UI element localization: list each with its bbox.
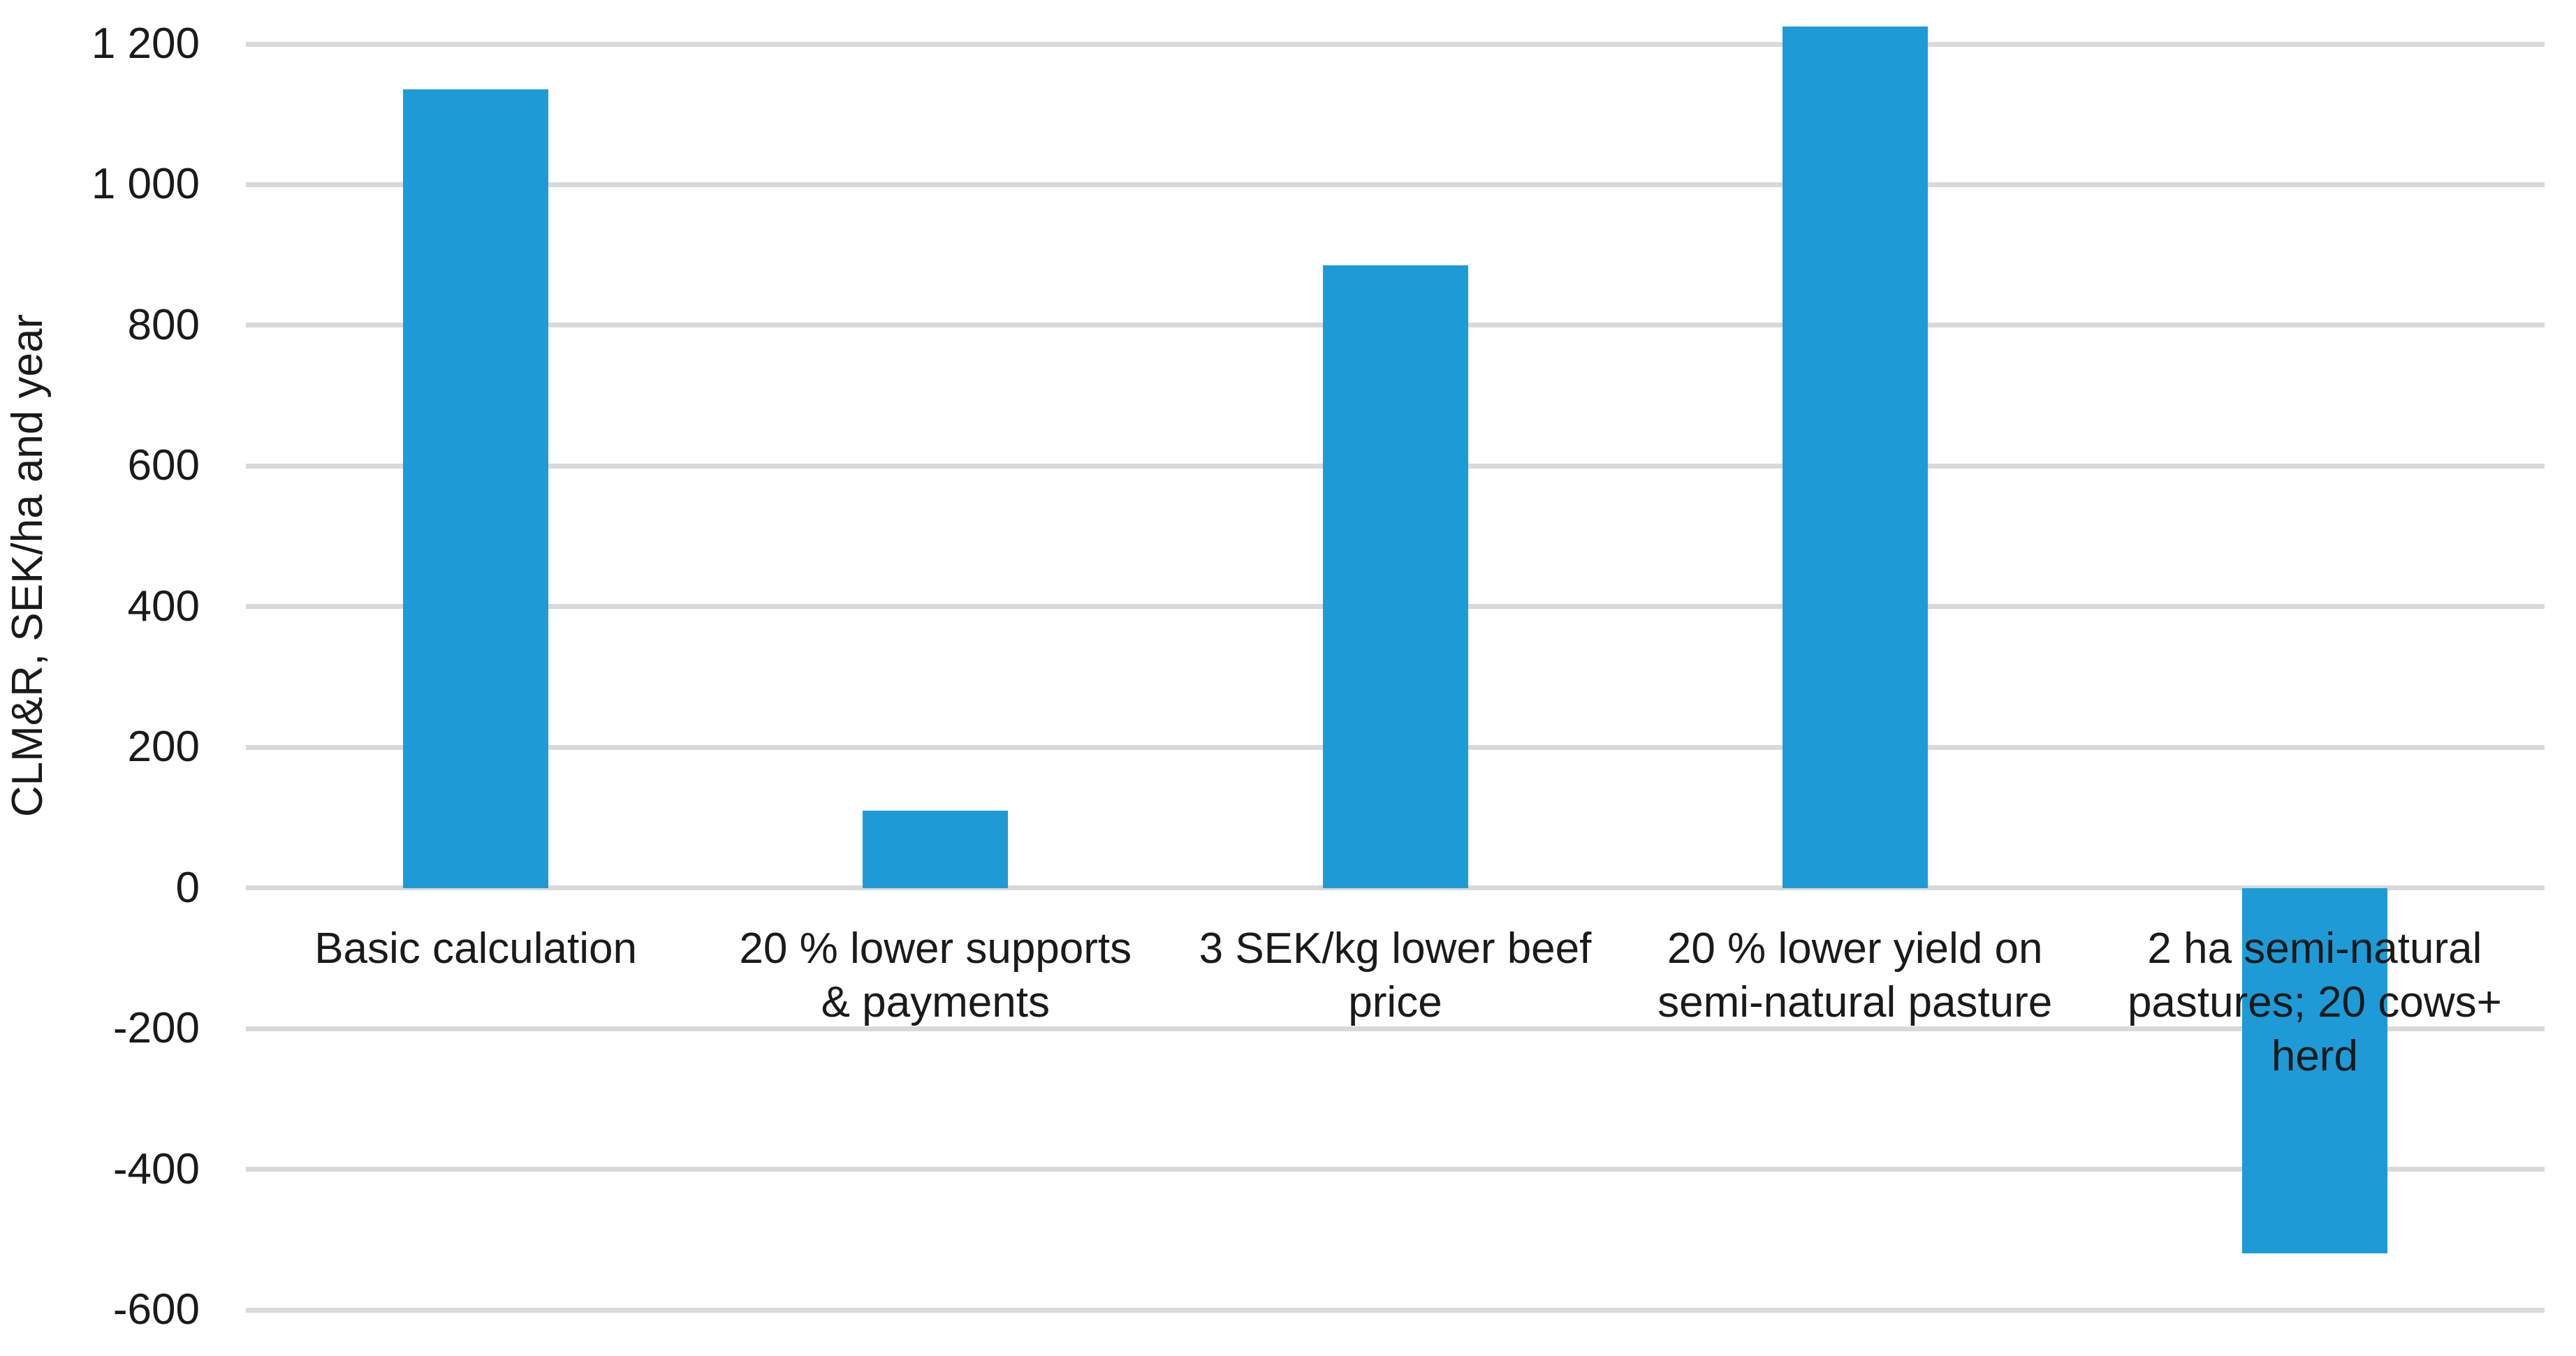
y-tick-label: 200 [127,723,200,772]
category-label: 3 SEK/kg lower beef price [1199,924,1592,1026]
gridline [246,885,2545,891]
bar [403,89,549,888]
y-tick-label: 1 000 [91,160,200,209]
y-tick-label: 400 [127,582,200,631]
y-tick-label: 0 [175,863,200,912]
bar [863,810,1009,888]
gridline [246,1167,2545,1172]
y-tick-label: 600 [127,441,200,490]
gridline [246,182,2545,187]
y-tick-label: -200 [112,1004,200,1053]
bar [2241,887,2387,1254]
gridline [246,1307,2545,1313]
category-label: 20 % lower supports & payments [739,924,1132,1026]
category-label: 2 ha semi-natural pastures; 20 cows+ her… [2127,924,2502,1080]
category-label: Basic calculation [314,924,637,973]
y-tick-label: -400 [112,1144,200,1193]
bar [1782,26,1928,888]
y-tick-label: 1 200 [91,20,200,68]
gridline [246,41,2545,47]
y-tick-label: -600 [112,1285,200,1334]
gridline [246,1026,2545,1031]
category-label: 20 % lower yield on semi-natural pasture [1657,924,2053,1026]
bar [1322,265,1468,888]
y-tick-label: 800 [127,300,200,349]
